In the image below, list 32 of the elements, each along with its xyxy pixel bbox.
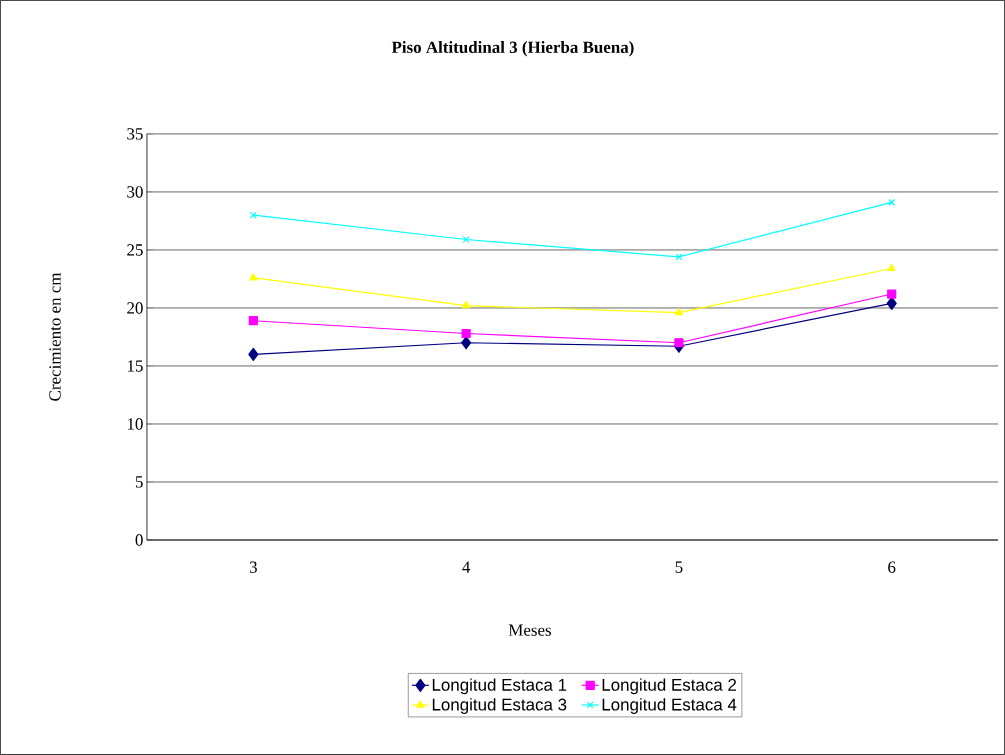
point [886,296,897,310]
point [249,273,258,281]
legend-label: Longitud Estaca 2 [602,678,737,695]
y-axis-title: Crecimiento en cm [49,272,61,401]
legend-label: Longitud Estaca 3 [432,698,567,714]
y-tick-label: 15 [127,360,143,372]
point [248,316,258,326]
x-tick-label: 5 [675,561,683,573]
legend-label: Longitud Estaca 4 [602,698,737,714]
point [461,328,471,339]
y-tick-label: 0 [135,534,143,546]
point [462,301,471,309]
point [674,338,684,348]
y-tick-label: 30 [127,186,143,198]
point [461,336,472,350]
point [887,263,896,272]
y-tick-label: 20 [127,302,143,314]
y-tick-label: 10 [127,418,143,430]
x-tick-label: 3 [249,561,257,573]
legend-label: Longitud Estaca 1 [432,678,567,695]
y-tick-label: 25 [127,244,143,256]
x-axis-title: Meses [508,624,551,636]
point [249,211,257,219]
x-tick-label: 6 [888,561,896,573]
point [248,347,259,361]
x-tick-label: 4 [462,561,471,573]
point [887,289,897,299]
point [462,236,470,243]
chart-title: Piso Altitudinal 3 (Hierba Buena) [391,41,634,57]
y-tick-label: 5 [135,476,143,488]
y-tick-label: 35 [127,128,143,140]
point [674,308,683,316]
